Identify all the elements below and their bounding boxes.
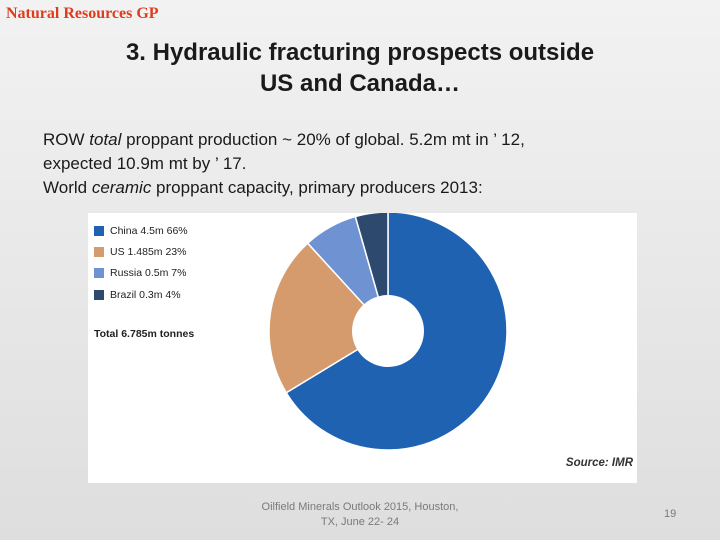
legend-swatch-us xyxy=(94,246,104,257)
legend-label-brazil: Brazil 0.3m 4% xyxy=(110,288,181,301)
legend-swatch-russia xyxy=(94,268,104,279)
brand-label: Natural Resources GP xyxy=(6,5,159,22)
body-line-3-em: ceramic xyxy=(91,178,152,197)
donut-chart xyxy=(268,213,508,451)
legend-item-russia: Russia 0.5m 7% xyxy=(94,263,188,284)
body-line-1-pre: ROW xyxy=(43,130,90,149)
legend-label-us: US 1.485m 23% xyxy=(110,245,187,258)
slide-title: 3. Hydraulic fracturing prospects outsid… xyxy=(60,37,660,99)
slice-us xyxy=(268,242,390,394)
body-line-1: ROW total proppant production ~ 20% of g… xyxy=(43,128,683,152)
body-line-3-post: proppant capacity, primary producers 201… xyxy=(151,178,483,197)
legend-swatch-brazil xyxy=(94,289,104,300)
legend-label-china: China 4.5m 66% xyxy=(110,224,188,237)
body-line-3-pre: World xyxy=(43,178,92,197)
donut-hole xyxy=(352,295,424,367)
chart-panel: China 4.5m 66% US 1.485m 23% Russia 0.5m… xyxy=(88,213,637,483)
title-line-2: US and Canada… xyxy=(259,70,461,97)
title-line-1: 3. Hydraulic fracturing prospects outsid… xyxy=(125,39,595,66)
footer-text: Oilfield Minerals Outlook 2015, Houston,… xyxy=(250,500,470,530)
legend-item-brazil: Brazil 0.3m 4% xyxy=(94,284,188,305)
chart-source: Source: IMR xyxy=(565,457,633,469)
body-line-1-post: proppant production ~ 20% of global. 5.2… xyxy=(121,130,525,149)
legend-item-us: US 1.485m 23% xyxy=(94,241,188,262)
chart-total-label: Total 6.785m tonnes xyxy=(94,328,195,340)
legend-label-russia: Russia 0.5m 7% xyxy=(110,267,187,280)
footer-line-2: TX, June 22- 24 xyxy=(320,516,400,528)
footer-line-1: Oilfield Minerals Outlook 2015, Houston, xyxy=(261,501,459,513)
body-line-2: expected 10.9m mt by ’ 17. xyxy=(43,154,247,173)
body-line-3: World ceramic proppant capacity, primary… xyxy=(43,176,683,200)
legend-item-china: China 4.5m 66% xyxy=(94,220,188,241)
legend-swatch-china xyxy=(94,225,104,236)
page-number: 19 xyxy=(664,508,677,520)
chart-legend: China 4.5m 66% US 1.485m 23% Russia 0.5m… xyxy=(94,220,188,305)
body-line-1-em: total xyxy=(89,130,122,149)
slide-body: ROW total proppant production ~ 20% of g… xyxy=(43,128,683,200)
